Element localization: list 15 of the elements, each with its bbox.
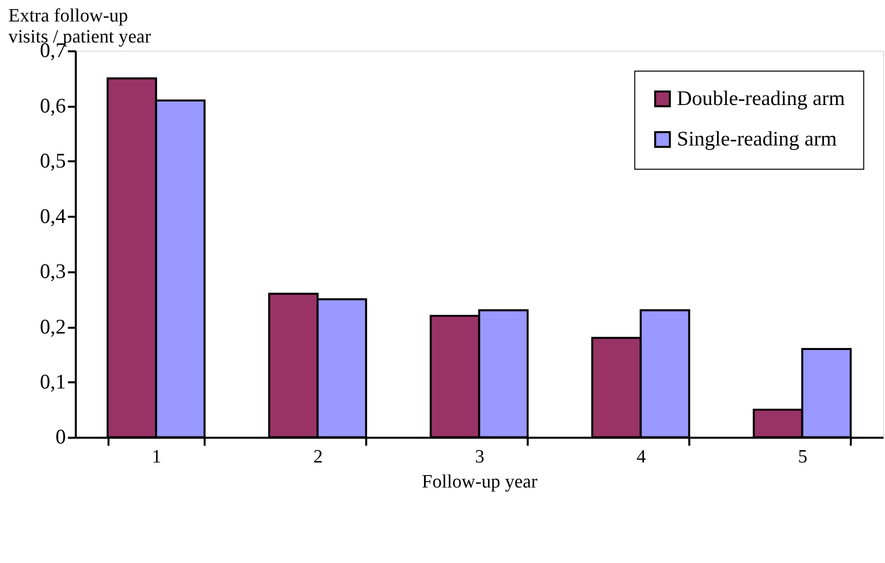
y-tick-label: 0,1 (40, 370, 66, 394)
x-tick-label: 4 (636, 446, 646, 468)
x-tick-label: 3 (474, 446, 484, 468)
x-tick-label: 1 (152, 446, 162, 468)
x-tick-label: 5 (798, 446, 808, 468)
y-tick-label: 0 (56, 424, 66, 449)
y-tick-label: 0,5 (40, 148, 66, 173)
y-tick-label: 0,2 (40, 314, 66, 338)
legend-label: Double-reading arm (676, 86, 845, 110)
x-axis-title: Follow-up year (422, 471, 538, 492)
legend-label: Single-reading arm (676, 126, 837, 150)
y-tick-label: 0,4 (40, 204, 66, 228)
x-tick-label: 2 (313, 446, 323, 468)
y-tick-label: 0,6 (40, 93, 66, 118)
y-tick-label: 0,3 (40, 259, 66, 284)
